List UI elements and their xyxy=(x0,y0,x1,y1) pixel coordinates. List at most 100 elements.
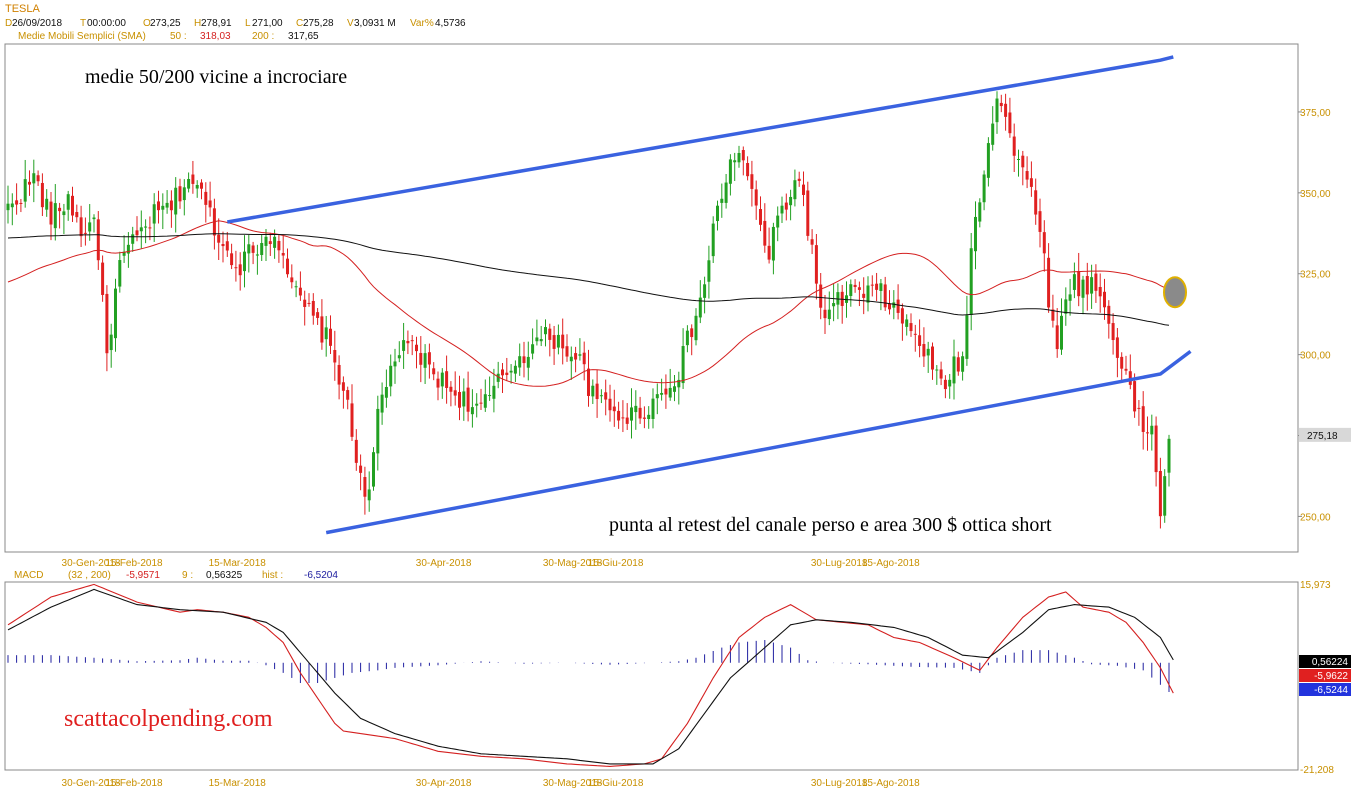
candle-body xyxy=(204,191,208,205)
sma-cross-marker xyxy=(1163,276,1187,309)
candle-body xyxy=(905,319,909,327)
macd-value-label: -6,5244 xyxy=(1314,685,1348,696)
sma-values: 50 : 318,03 200 : 317,65 xyxy=(170,31,319,42)
candle-body xyxy=(733,160,737,163)
candle-body xyxy=(548,328,552,340)
candle-body xyxy=(238,264,242,276)
candle-body xyxy=(660,392,664,395)
sma-key: 200 : xyxy=(252,31,274,42)
candle-body xyxy=(1085,276,1089,295)
candle-body xyxy=(763,220,767,246)
candle-body xyxy=(273,236,277,248)
ohlc-key: D xyxy=(5,18,12,29)
candle-body xyxy=(986,143,990,178)
candle-body xyxy=(931,346,934,370)
candle-body xyxy=(311,300,315,316)
candle-body xyxy=(303,299,307,307)
candle-body xyxy=(1137,407,1141,409)
candle-body xyxy=(746,163,750,177)
candle-body xyxy=(329,328,332,346)
candle-body xyxy=(591,385,595,397)
candle-body xyxy=(1146,432,1149,434)
date-tick-label: 30-Mag-2018 xyxy=(543,778,603,789)
candle-body xyxy=(230,253,234,266)
ohlc-value: 271,00 xyxy=(252,18,283,29)
macd-signal-line xyxy=(7,588,1174,765)
candle-body xyxy=(913,333,917,335)
candle-body xyxy=(806,190,810,236)
candle-body xyxy=(578,354,582,356)
macd-legend-key: 9 : xyxy=(182,570,193,581)
candle-body xyxy=(647,414,651,419)
macd-legend-value: -6,5204 xyxy=(304,570,338,581)
candle-body xyxy=(823,309,827,319)
candle-body xyxy=(458,391,461,408)
candle-body xyxy=(466,387,470,412)
candle-body xyxy=(1047,257,1051,308)
candle-body xyxy=(720,198,724,203)
ohlc-key: H xyxy=(194,18,201,29)
candle-body xyxy=(604,392,608,400)
annotation-bottom: punta al retest del canale perso e area … xyxy=(609,514,1052,536)
candle-body xyxy=(1017,158,1020,160)
candle-body xyxy=(750,174,754,189)
candle-body xyxy=(118,260,122,287)
date-tick-label: 30-Mag-2018 xyxy=(543,558,603,569)
candle-body xyxy=(832,303,836,307)
macd-value-box xyxy=(1299,655,1351,668)
candle-body xyxy=(621,417,625,419)
candle-body xyxy=(165,202,169,208)
candle-body xyxy=(630,407,633,421)
candle-body xyxy=(449,386,453,392)
candle-body xyxy=(1034,190,1038,215)
candle-body xyxy=(879,283,883,291)
candle-body xyxy=(247,244,251,254)
candle-body xyxy=(58,207,62,212)
candle-body xyxy=(707,260,711,282)
ohlc-key: T xyxy=(80,18,86,29)
candle-body xyxy=(105,293,109,354)
sma50-line xyxy=(7,220,1170,387)
candle-body xyxy=(1124,368,1128,371)
sma-key: 50 : xyxy=(170,31,187,42)
ohlc-value: 273,25 xyxy=(150,18,181,29)
candle-body xyxy=(268,241,272,245)
candle-body xyxy=(952,356,956,384)
candle-body xyxy=(1029,178,1033,187)
candle-body xyxy=(19,202,23,204)
candle-body xyxy=(255,254,259,256)
candle-body xyxy=(1167,438,1171,473)
candle-body xyxy=(492,385,496,399)
candle-body xyxy=(759,209,762,225)
candle-body xyxy=(277,240,281,251)
date-tick-label: 30-Lug-2018 xyxy=(811,778,868,789)
macd-params: (32 , 200) xyxy=(68,570,111,581)
candle-body xyxy=(286,258,289,275)
candle-body xyxy=(28,181,31,185)
candle-body xyxy=(479,402,483,404)
candle-body xyxy=(346,390,350,400)
candle-body xyxy=(599,395,603,397)
candle-body xyxy=(625,417,629,424)
candle-body xyxy=(582,352,586,365)
candle-body xyxy=(737,153,741,163)
price-tick-label: 375,00 xyxy=(1300,108,1331,119)
candle-body xyxy=(1081,279,1085,298)
candle-body xyxy=(780,205,784,214)
candle-body xyxy=(1163,476,1167,516)
price-axis: 250,00275,00300,00325,00350,00375,00275,… xyxy=(1298,108,1351,523)
date-tick-label: 30-Apr-2018 xyxy=(416,778,472,789)
candle-body xyxy=(617,410,621,421)
candle-body xyxy=(337,364,341,385)
candle-body xyxy=(470,407,474,415)
candle-body xyxy=(789,196,793,206)
candle-body xyxy=(849,284,853,296)
candle-body xyxy=(169,200,173,211)
candle-body xyxy=(784,202,788,210)
candle-body xyxy=(23,179,27,202)
date-tick-label: 15-Ago-2018 xyxy=(862,558,920,569)
candle-body xyxy=(114,288,117,339)
candle-body xyxy=(638,407,642,419)
channel-upper-line xyxy=(227,55,1174,224)
